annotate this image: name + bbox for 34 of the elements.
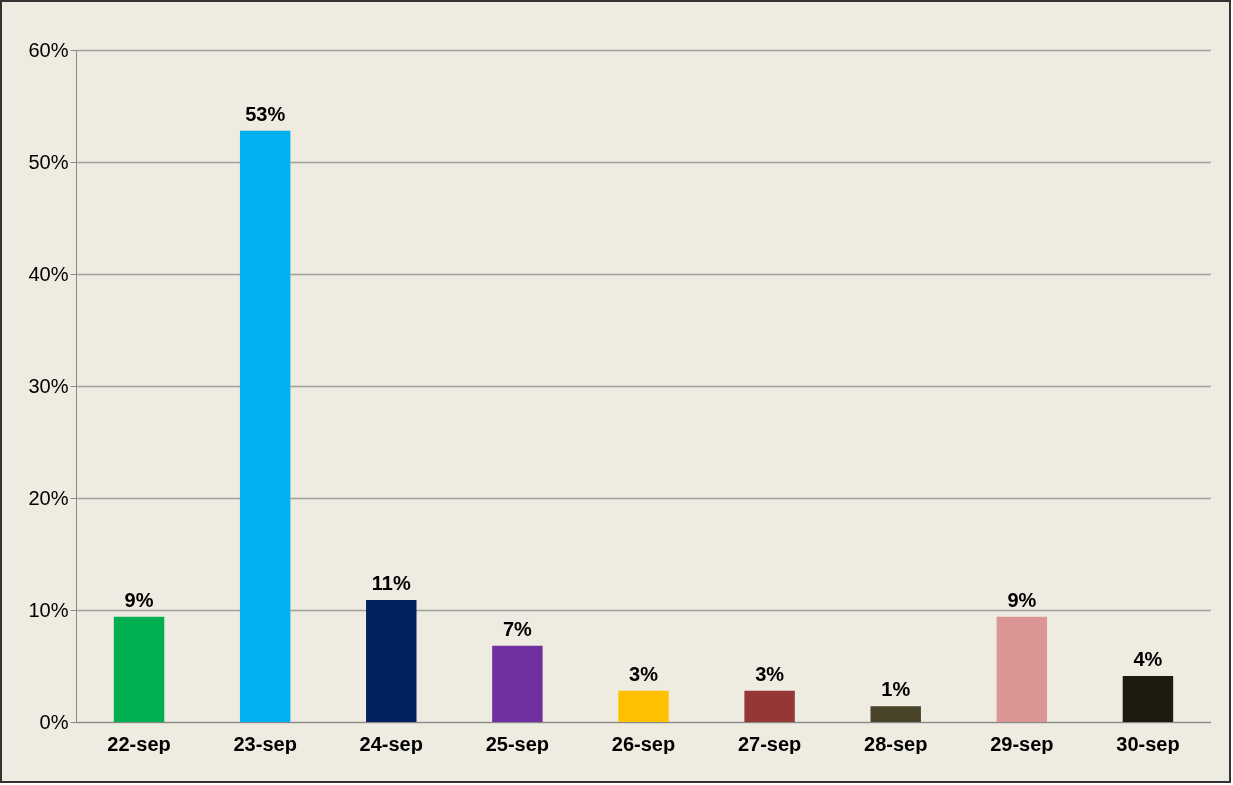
y-tick-label: 30% xyxy=(28,374,69,397)
x-tick-label: 24-sep xyxy=(359,732,423,755)
y-tick-label: 60% xyxy=(28,38,69,61)
x-tick-label: 26-sep xyxy=(611,732,676,755)
data-label: 53% xyxy=(245,102,286,125)
data-label: 4% xyxy=(1133,648,1163,671)
x-tick-label: 28-sep xyxy=(864,732,928,755)
data-label: 9% xyxy=(1007,588,1037,611)
y-tick-label: 0% xyxy=(39,710,69,733)
data-label: 9% xyxy=(124,588,154,611)
data-label: 1% xyxy=(881,678,911,701)
data-label: 11% xyxy=(371,571,411,594)
x-tick-label: 22-sep xyxy=(107,732,171,755)
bar xyxy=(113,616,165,722)
y-tick-label: 10% xyxy=(28,598,69,621)
bar xyxy=(366,599,417,722)
x-tick-label: 25-sep xyxy=(485,732,550,755)
data-label: 3% xyxy=(629,662,659,685)
data-label: 7% xyxy=(502,617,533,640)
bar xyxy=(239,130,291,722)
bar xyxy=(870,706,921,722)
bar xyxy=(618,690,669,722)
x-tick-label: 30-sep xyxy=(1116,732,1180,755)
y-tick-label: 20% xyxy=(28,486,69,509)
x-tick-label: 27-sep xyxy=(737,732,802,755)
bar xyxy=(996,616,1048,722)
bar xyxy=(1122,676,1174,722)
bar xyxy=(492,645,543,722)
bar xyxy=(744,690,795,722)
x-tick-label: 29-sep xyxy=(990,732,1054,755)
y-tick-label: 40% xyxy=(28,262,69,285)
y-tick-label: 50% xyxy=(28,150,69,173)
data-label: 3% xyxy=(755,662,785,685)
x-tick-label: 23-sep xyxy=(233,732,297,755)
